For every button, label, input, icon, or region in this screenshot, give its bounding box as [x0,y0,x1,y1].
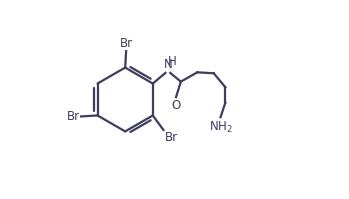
Text: O: O [171,100,180,112]
Text: H: H [168,55,176,68]
Text: NH$_2$: NH$_2$ [209,120,232,135]
Text: Br: Br [120,37,133,50]
Text: Br: Br [164,131,178,144]
Text: Br: Br [67,110,80,123]
Text: N: N [164,58,172,71]
